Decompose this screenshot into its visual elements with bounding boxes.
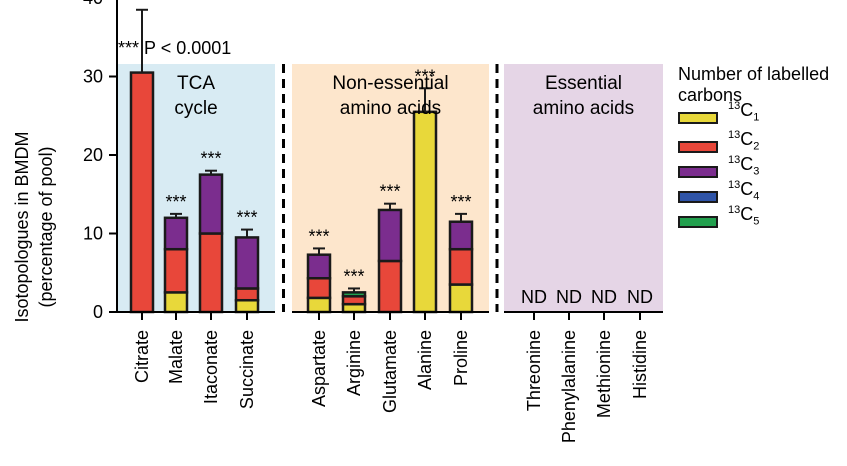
group-label: Non-essential [332, 73, 448, 94]
legend-item: 13C3 [678, 154, 847, 185]
legend-label: 13C5 [728, 204, 760, 228]
bar-segment-citrate [129, 71, 155, 314]
bar-segment-malate [163, 291, 189, 314]
x-tick-label-itaconate: Itaconate [201, 330, 221, 404]
legend-label: 13C1 [728, 100, 760, 124]
bar-segment-arginine [341, 291, 367, 298]
bar-segment-succinate [234, 298, 260, 314]
bar-segment-malate [163, 247, 189, 294]
not-detected-label: ND [627, 287, 653, 307]
group-label: amino acids [533, 98, 634, 119]
y-tick-label: 0 [93, 302, 103, 322]
significance-marker: *** [131, 0, 152, 8]
x-tick-label-glutamate: Glutamate [380, 330, 400, 413]
legend-swatch [678, 141, 718, 153]
legend-title: Number of labelled carbons [678, 64, 830, 105]
legend-item: 13C1 [678, 100, 847, 135]
significance-marker: *** [236, 208, 257, 228]
bar-segment-succinate [234, 287, 260, 302]
bar-segment-aspartate [306, 276, 332, 300]
not-detected-label: ND [521, 287, 547, 307]
bar-segment-itaconate [198, 232, 224, 314]
bar-segment-aspartate [306, 253, 332, 280]
group-label: Essential [545, 73, 622, 94]
significance-marker: *** [200, 149, 221, 169]
x-tick-label-alanine: Alanine [415, 330, 435, 390]
significance-marker: *** [343, 266, 364, 286]
legend-item: 13C4 [678, 179, 847, 210]
y-tick-label: 40 [83, 0, 103, 8]
bar-segment-proline [448, 283, 474, 314]
bar-segment-malate [163, 216, 189, 251]
group-background [504, 64, 663, 312]
bar-segment-aspartate [306, 296, 332, 314]
x-tick-label-proline: Proline [451, 330, 471, 386]
legend-label: 13C3 [728, 154, 760, 178]
bar-segment-proline [448, 220, 474, 251]
x-tick-label-succinate: Succinate [237, 330, 257, 409]
significance-note: *** P < 0.0001 [118, 38, 231, 58]
significance-marker: *** [165, 192, 186, 212]
x-tick-label-malate: Malate [166, 330, 186, 384]
y-tick-label: 30 [83, 67, 103, 87]
x-tick-label-citrate: Citrate [132, 330, 152, 383]
x-tick-label-arginine: Arginine [344, 330, 364, 396]
legend-swatch [678, 166, 718, 178]
legend: Number of labelled carbons 13C1 13C2 13C3 1… [678, 64, 847, 235]
x-tick-label-methionine: Methionine [594, 330, 614, 418]
legend-label: 13C4 [728, 179, 760, 203]
y-tick-label: 10 [83, 224, 103, 244]
legend-swatch [678, 191, 718, 203]
bar-segment-itaconate [198, 173, 224, 235]
x-tick-label-threonine: Threonine [524, 330, 544, 411]
legend-swatch [678, 216, 718, 228]
x-tick-label-histidine: Histidine [630, 330, 650, 399]
legend-item: 13C5 [678, 204, 847, 235]
x-tick-label-phenylalanine: Phenylalanine [559, 330, 579, 443]
group-label: cycle [174, 98, 217, 119]
x-tick-label-aspartate: Aspartate [309, 330, 329, 407]
legend-swatch [678, 112, 718, 124]
not-detected-label: ND [556, 287, 582, 307]
legend-item: 13C2 [678, 129, 847, 160]
legend-label: 13C2 [728, 129, 760, 153]
group-label: TCA [177, 73, 215, 94]
bar-segment-glutamate [377, 208, 403, 263]
legend-items: 13C1 13C2 13C3 13C4 13C5 [678, 100, 847, 235]
bar-segment-succinate [234, 236, 260, 290]
bar-segment-glutamate [377, 259, 403, 314]
significance-marker: *** [379, 182, 400, 202]
significance-marker: *** [414, 66, 435, 86]
y-axis-label: (percentage of pool) [36, 146, 56, 307]
y-axis-label: Isotopologues in BMDM [12, 131, 32, 322]
bar-segment-proline [448, 247, 474, 286]
bar-segment-alanine [412, 110, 438, 314]
significance-marker: *** [450, 192, 471, 212]
not-detected-label: ND [591, 287, 617, 307]
y-tick-label: 20 [83, 145, 103, 165]
significance-marker: *** [308, 226, 329, 246]
group-label: amino acids [340, 98, 441, 119]
